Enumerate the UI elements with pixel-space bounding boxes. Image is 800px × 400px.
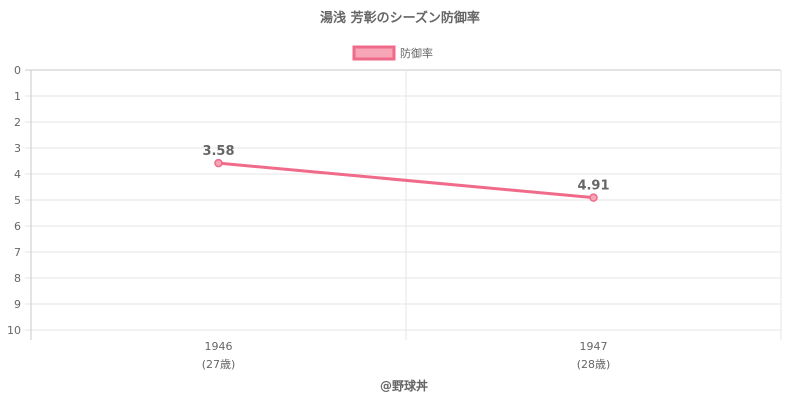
y-tick-label: 7 [14, 246, 21, 259]
y-tick-label: 9 [14, 298, 21, 311]
y-tick-label: 5 [14, 194, 21, 207]
y-tick-label: 10 [7, 324, 21, 337]
x-tick-sublabel: (27歳) [202, 358, 236, 371]
series-line [218, 161, 594, 200]
chart-title: 湯浅 芳彰のシーズン防御率 [320, 10, 480, 26]
x-axis: 1946 (27歳) 1947 (28歳) [202, 340, 611, 371]
x-tick-label: 1947 [580, 340, 608, 353]
y-tick-label: 0 [14, 64, 21, 77]
legend-label: 防御率 [400, 46, 433, 60]
y-tick-label: 6 [14, 220, 21, 233]
data-point[interactable] [589, 193, 598, 202]
data-label: 4.91 [577, 179, 609, 194]
series-group: 3.58 4.91 [202, 144, 610, 202]
y-axis: 0 1 2 3 4 5 6 7 8 9 10 [7, 64, 21, 337]
y-tick-label: 4 [14, 168, 21, 181]
x-tick-sublabel: (28歳) [577, 358, 611, 371]
grid [25, 69, 782, 340]
legend-swatch [352, 45, 396, 61]
x-tick-label: 1946 [205, 340, 233, 353]
footer-credit: @野球丼 [380, 378, 428, 393]
data-point[interactable] [214, 158, 223, 168]
data-label: 3.58 [202, 144, 234, 159]
y-tick-label: 1 [14, 90, 21, 103]
y-tick-label: 8 [14, 272, 21, 285]
legend[interactable]: 防御率 [352, 45, 433, 61]
y-tick-label: 3 [14, 142, 21, 155]
y-tick-label: 2 [14, 116, 21, 129]
